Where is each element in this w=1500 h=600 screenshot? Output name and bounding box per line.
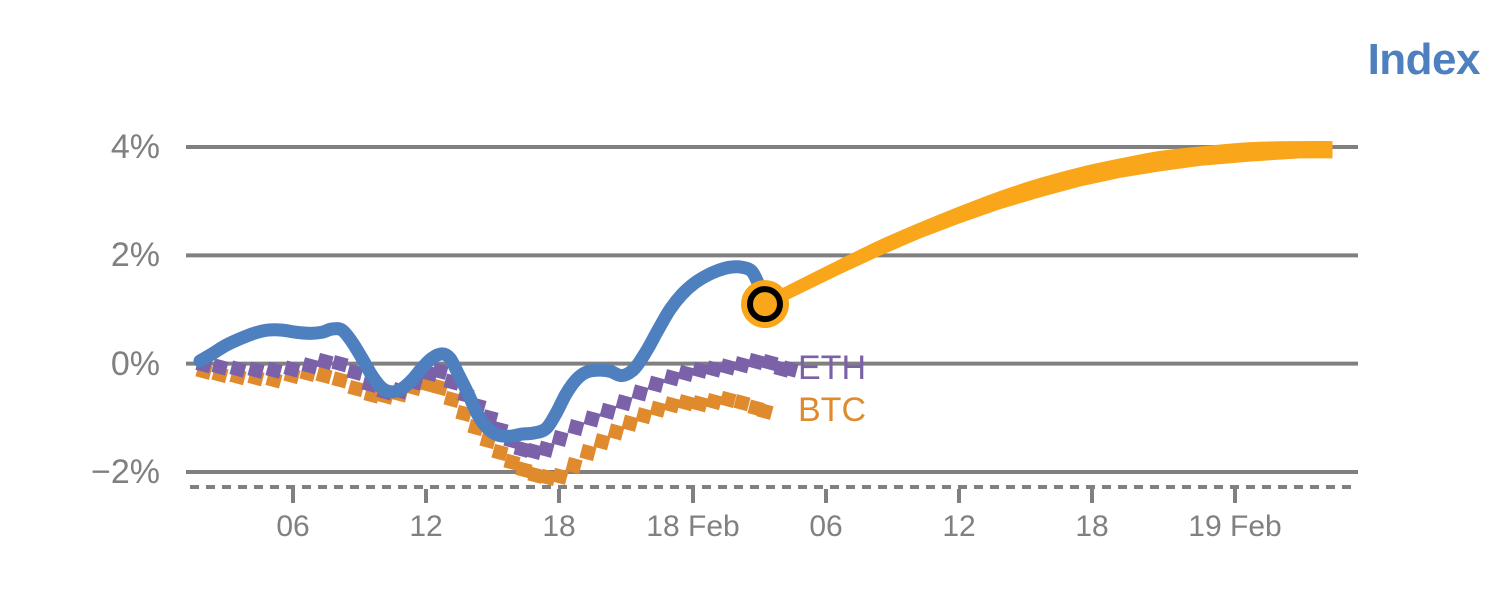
btc-data-dot (705, 393, 723, 411)
btc-data-dot (491, 443, 509, 462)
btc-data-dot (719, 390, 737, 408)
eth-data-dot (781, 360, 799, 378)
eth-data-dot (525, 442, 543, 460)
btc-data-dot (593, 433, 611, 451)
eth-data-dot (301, 357, 319, 375)
eth-data-dot (229, 360, 247, 378)
btc-data-dot (663, 396, 681, 414)
page-title: Index (1367, 35, 1481, 84)
x-tick-label: 12 (409, 510, 443, 543)
eth-data-dot (615, 394, 633, 412)
eth-data-dot (733, 356, 751, 374)
eth-data-dot (583, 410, 601, 428)
x-tick-label: 06 (809, 510, 843, 543)
eth-data-dot (567, 419, 585, 437)
btc-data-dot (431, 378, 449, 397)
eth-data-dot (211, 358, 229, 376)
btc-data-dot (733, 394, 751, 412)
eth-data-dot (431, 362, 449, 380)
eth-data-dot (705, 360, 723, 378)
marker-ring (747, 286, 783, 323)
index-forecast-band (764, 141, 1333, 312)
btc-data-dot (691, 395, 709, 413)
gridlines (186, 145, 1358, 474)
forecast-start-marker[interactable] (741, 280, 789, 329)
y-tick-label: −2% (91, 453, 160, 491)
eth-data-dot (599, 402, 617, 420)
x-tick-label: 18 Feb (646, 510, 740, 543)
y-axis: 4% 2% 0% −2% (0, 0, 160, 600)
btc-data-dot (515, 461, 533, 479)
btc-data-dot (331, 371, 349, 389)
eth-data-dot (761, 354, 779, 372)
eth-data-dot (537, 440, 555, 458)
y-tick-label: 0% (110, 344, 160, 383)
x-tick-label: 18 (542, 510, 576, 543)
x-tick-label: 18 (1075, 510, 1109, 543)
x-tick-label: 19 Feb (1188, 510, 1282, 543)
index-actual-line (193, 260, 772, 443)
btc-data-dot (756, 402, 774, 420)
eth-data-dot (247, 361, 265, 379)
btc-data-dot (539, 468, 557, 486)
btc-data-dot (503, 453, 521, 471)
btc-data-dot (677, 394, 695, 412)
legend-item-eth[interactable]: ETH (798, 349, 866, 388)
y-tick-label: 2% (110, 236, 160, 275)
eth-data-dot (677, 364, 695, 382)
eth-data-dot (346, 363, 364, 381)
eth-data-dot (631, 384, 649, 402)
eth-data-dot (316, 352, 334, 371)
eth-data-dot (719, 358, 737, 376)
legend-item-btc[interactable]: BTC (798, 391, 866, 430)
eth-data-dot (551, 429, 569, 447)
btc-data-dot (621, 414, 639, 432)
x-tick-label: 12 (942, 510, 976, 543)
y-tick-label: 4% (110, 128, 160, 166)
series-index-forecast (764, 141, 1333, 312)
btc-data-dot (607, 423, 625, 441)
btc-data-dot (635, 407, 653, 425)
eth-data-dot (283, 360, 301, 378)
btc-data-dot (565, 456, 583, 475)
x-tick-label: 06 (276, 510, 310, 543)
btc-data-dot (649, 400, 667, 418)
btc-data-dot (579, 443, 597, 462)
eth-data-dot (747, 352, 765, 371)
eth-data-dot (265, 361, 283, 379)
btc-data-dot (443, 390, 461, 408)
btc-data-dot (551, 467, 569, 485)
eth-data-dot (663, 369, 681, 387)
series-index-actual (193, 260, 772, 443)
eth-data-dot (331, 355, 349, 373)
eth-data-dot (647, 375, 665, 393)
btc-data-dot (347, 380, 365, 398)
btc-data-dot (315, 367, 333, 385)
eth-data-dot (691, 361, 709, 379)
x-tick-marks (291, 489, 1237, 503)
